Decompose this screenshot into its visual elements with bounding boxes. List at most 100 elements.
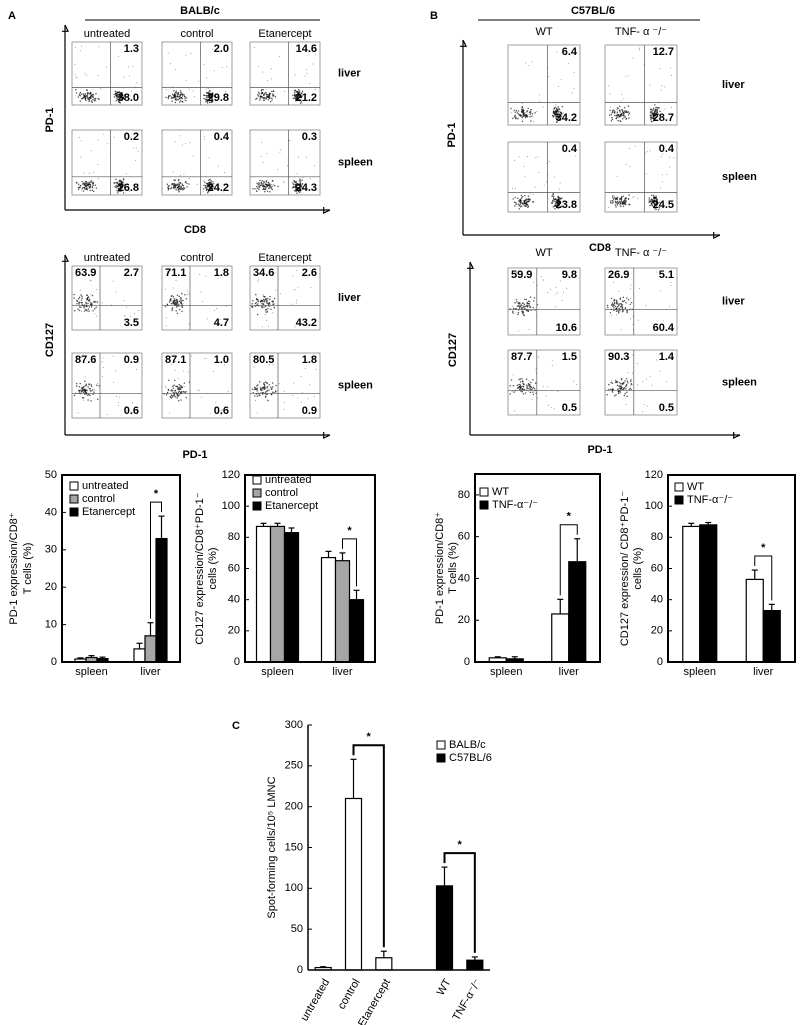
cell-dot bbox=[270, 187, 273, 190]
cell-dot bbox=[171, 390, 174, 392]
cell-dot bbox=[271, 97, 273, 99]
cell-dot bbox=[206, 88, 208, 90]
cell-dot bbox=[528, 391, 530, 393]
y-tick-label: 80 bbox=[458, 489, 470, 501]
bar bbox=[762, 609, 781, 663]
cell-dot bbox=[293, 382, 295, 384]
cell-dot bbox=[100, 88, 102, 90]
cell-dot bbox=[268, 400, 270, 402]
cell-dot bbox=[519, 205, 522, 208]
cell-dot bbox=[196, 183, 198, 185]
cell-dot bbox=[97, 383, 99, 385]
cell-dot bbox=[92, 93, 95, 96]
cell-dot bbox=[622, 205, 625, 208]
cell-dot bbox=[535, 368, 537, 370]
cell-dot bbox=[298, 91, 301, 94]
cell-dot bbox=[117, 183, 120, 186]
cell-dot bbox=[264, 186, 267, 188]
cell-dot bbox=[87, 399, 89, 401]
cell-dot bbox=[292, 289, 294, 291]
cell-dot bbox=[555, 116, 557, 118]
cell-dot bbox=[526, 386, 528, 388]
legend-swatch bbox=[479, 487, 489, 497]
cell-dot bbox=[178, 97, 181, 99]
cell-dot bbox=[284, 91, 285, 92]
cell-dot bbox=[188, 323, 190, 325]
cell-dot bbox=[528, 303, 530, 305]
cell-dot bbox=[573, 72, 575, 74]
cell-dot bbox=[185, 143, 186, 145]
cell-dot bbox=[211, 185, 214, 188]
cell-dot bbox=[266, 389, 269, 392]
cell-dot bbox=[553, 199, 555, 201]
cell-dot bbox=[176, 95, 178, 97]
bar bbox=[551, 613, 570, 663]
cell-dot bbox=[257, 91, 260, 93]
quadrant-percent: 9.8 bbox=[562, 269, 577, 281]
cell-dot bbox=[74, 64, 76, 66]
cell-dot bbox=[311, 44, 313, 46]
cell-dot bbox=[87, 394, 89, 396]
cell-dot bbox=[179, 185, 181, 187]
cell-dot bbox=[621, 310, 624, 313]
cell-dot bbox=[661, 174, 663, 176]
cell-dot bbox=[520, 197, 523, 199]
cell-dot bbox=[292, 94, 294, 97]
quadrant-percent: 0.2 bbox=[124, 131, 139, 143]
cell-dot bbox=[629, 387, 632, 390]
cell-dot bbox=[623, 394, 626, 397]
cell-dot bbox=[626, 310, 628, 312]
cell-dot bbox=[213, 182, 215, 185]
cell-dot bbox=[254, 302, 257, 305]
cell-dot bbox=[619, 109, 621, 111]
cell-dot bbox=[614, 114, 616, 117]
significance-mark: * bbox=[154, 488, 159, 500]
cell-dot bbox=[524, 392, 527, 394]
cell-dot bbox=[182, 189, 184, 191]
cell-dot bbox=[611, 388, 614, 390]
cell-dot bbox=[559, 118, 561, 121]
cell-dot bbox=[200, 291, 202, 293]
cell-dot bbox=[262, 387, 264, 390]
cell-dot bbox=[181, 97, 183, 99]
cell-dot bbox=[529, 112, 532, 114]
cell-dot bbox=[173, 379, 176, 382]
cell-dot bbox=[271, 382, 274, 384]
cell-dot bbox=[269, 190, 271, 193]
cell-dot bbox=[256, 388, 258, 391]
cell-dot bbox=[630, 318, 631, 320]
cell-dot bbox=[93, 300, 95, 303]
cell-dot bbox=[90, 100, 93, 102]
bar bbox=[283, 532, 300, 663]
quadrant-percent: 80.5 bbox=[253, 354, 274, 366]
cell-dot bbox=[643, 404, 645, 406]
plot-frame bbox=[244, 474, 376, 663]
arrow-head bbox=[459, 39, 468, 47]
cell-dot bbox=[559, 182, 561, 184]
cell-dot bbox=[555, 117, 557, 120]
quadrant-percent: 26.8 bbox=[118, 182, 139, 194]
cell-dot bbox=[511, 187, 513, 189]
cell-dot bbox=[254, 46, 256, 48]
cell-dot bbox=[183, 370, 185, 372]
cell-dot bbox=[206, 318, 208, 320]
cell-dot bbox=[121, 185, 124, 188]
cell-dot bbox=[294, 183, 297, 186]
cell-dot bbox=[614, 110, 616, 113]
cell-dot bbox=[298, 191, 301, 194]
cell-dot bbox=[655, 106, 657, 109]
cell-dot bbox=[198, 80, 200, 82]
cell-dot bbox=[208, 181, 211, 183]
cell-dot bbox=[620, 383, 622, 385]
cell-dot bbox=[77, 188, 80, 190]
cell-dot bbox=[206, 102, 209, 104]
quadrant-percent: 1.8 bbox=[214, 267, 229, 279]
cell-dot bbox=[98, 46, 100, 48]
cell-dot bbox=[81, 45, 82, 47]
cell-dot bbox=[179, 101, 181, 103]
cell-dot bbox=[179, 388, 182, 391]
cell-dot bbox=[623, 114, 625, 116]
plot-frame bbox=[507, 44, 581, 126]
cell-dot bbox=[630, 383, 633, 385]
cell-dot bbox=[266, 319, 267, 321]
